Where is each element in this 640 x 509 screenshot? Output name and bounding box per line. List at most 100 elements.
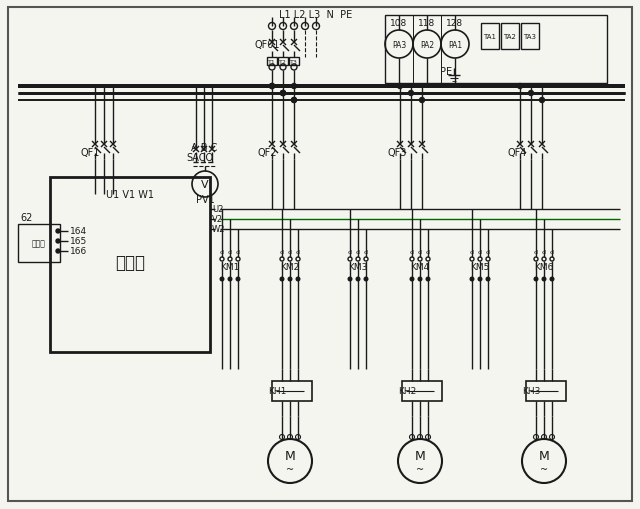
Circle shape [397, 84, 403, 89]
Circle shape [364, 277, 368, 281]
Text: d: d [348, 249, 352, 254]
Bar [402, 381, 442, 401]
Circle shape [56, 249, 60, 253]
Text: d: d [364, 249, 368, 254]
Text: d: d [296, 249, 300, 254]
Circle shape [518, 84, 522, 89]
Text: QF2: QF2 [258, 148, 278, 158]
Circle shape [529, 91, 534, 96]
Bar [50, 178, 210, 352]
Bar [278, 58, 288, 66]
Text: d: d [410, 249, 414, 254]
Text: QF3: QF3 [388, 148, 408, 158]
Text: 108: 108 [390, 18, 408, 27]
Text: KH2: KH2 [398, 387, 416, 395]
Circle shape [236, 277, 240, 281]
Circle shape [228, 277, 232, 281]
Text: T3: T3 [290, 60, 298, 64]
Text: 变频器: 变频器 [115, 253, 145, 271]
Circle shape [280, 277, 284, 281]
Text: M: M [415, 449, 426, 463]
Circle shape [56, 240, 60, 243]
Text: d: d [542, 249, 546, 254]
Text: d: d [356, 249, 360, 254]
Text: KM3: KM3 [348, 263, 368, 272]
Text: KM4: KM4 [410, 263, 429, 272]
Circle shape [348, 277, 352, 281]
Text: 118: 118 [419, 18, 436, 27]
Text: d: d [220, 249, 224, 254]
Circle shape [426, 277, 430, 281]
Text: d: d [486, 249, 490, 254]
Circle shape [419, 98, 424, 103]
Text: KH3: KH3 [522, 387, 540, 395]
Text: PA2: PA2 [420, 40, 434, 49]
Bar [521, 24, 539, 50]
Text: KM1: KM1 [220, 263, 240, 272]
Text: PA1: PA1 [448, 40, 462, 49]
Text: 128: 128 [447, 18, 463, 27]
Text: T1: T1 [268, 60, 276, 64]
Circle shape [220, 277, 224, 281]
Circle shape [269, 84, 275, 89]
Circle shape [296, 277, 300, 281]
Text: TA2: TA2 [504, 34, 516, 40]
Circle shape [280, 91, 285, 96]
Text: SACO: SACO [186, 153, 214, 163]
Text: U1 V1 W1: U1 V1 W1 [106, 190, 154, 200]
Text: d: d [426, 249, 430, 254]
Bar [385, 16, 607, 84]
Text: V2: V2 [212, 215, 223, 224]
Circle shape [288, 277, 292, 281]
Text: ~: ~ [286, 464, 294, 474]
Text: 165: 165 [70, 237, 87, 246]
Text: d: d [550, 249, 554, 254]
Text: ~: ~ [540, 464, 548, 474]
Text: 166: 166 [70, 247, 87, 256]
Text: U2: U2 [212, 205, 223, 214]
Circle shape [356, 277, 360, 281]
Circle shape [291, 84, 296, 89]
Text: d: d [236, 249, 240, 254]
Text: 164: 164 [70, 227, 87, 236]
Text: W2: W2 [212, 225, 225, 234]
Text: d: d [280, 249, 284, 254]
Circle shape [550, 277, 554, 281]
Text: d: d [288, 249, 292, 254]
Bar [526, 381, 566, 401]
Bar [267, 58, 277, 66]
Circle shape [470, 277, 474, 281]
Circle shape [408, 91, 413, 96]
Bar [272, 381, 312, 401]
Text: d: d [478, 249, 482, 254]
Text: QF01: QF01 [254, 40, 280, 50]
Text: TA3: TA3 [524, 34, 536, 40]
Text: TA1: TA1 [483, 34, 497, 40]
Text: 压力表: 压力表 [32, 239, 46, 248]
Circle shape [269, 84, 275, 89]
Text: M: M [285, 449, 296, 463]
Circle shape [540, 98, 545, 103]
Text: d: d [534, 249, 538, 254]
Text: V: V [201, 180, 209, 190]
Text: M: M [539, 449, 549, 463]
Text: QF1: QF1 [80, 148, 99, 158]
Text: KM5: KM5 [470, 263, 490, 272]
Text: d: d [470, 249, 474, 254]
Text: 62: 62 [20, 213, 33, 222]
Circle shape [410, 277, 414, 281]
Text: A B C: A B C [191, 143, 217, 153]
Text: PV1: PV1 [196, 194, 214, 205]
Bar [18, 224, 60, 263]
Circle shape [291, 98, 296, 103]
Text: ~: ~ [416, 464, 424, 474]
Bar [481, 24, 499, 50]
Text: KM6: KM6 [534, 263, 554, 272]
Text: T2: T2 [279, 60, 287, 64]
Text: KH1: KH1 [268, 387, 286, 395]
Circle shape [486, 277, 490, 281]
Circle shape [280, 91, 285, 96]
Text: d: d [418, 249, 422, 254]
Text: d: d [228, 249, 232, 254]
Circle shape [534, 277, 538, 281]
